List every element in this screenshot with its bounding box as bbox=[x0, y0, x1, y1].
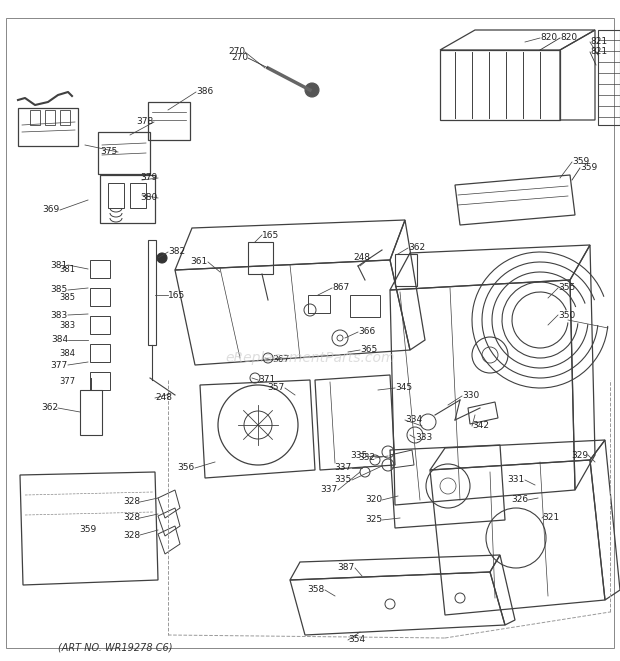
Text: 366: 366 bbox=[358, 327, 375, 336]
Bar bbox=[148, 240, 156, 345]
Text: 357: 357 bbox=[268, 383, 285, 393]
Text: 385: 385 bbox=[59, 293, 75, 301]
Text: 379: 379 bbox=[141, 173, 158, 182]
Text: 371: 371 bbox=[258, 375, 275, 385]
Text: 328: 328 bbox=[123, 531, 140, 539]
Text: eReplacementParts.com: eReplacementParts.com bbox=[225, 351, 395, 365]
Bar bbox=[90, 288, 110, 306]
Text: 330: 330 bbox=[462, 391, 479, 401]
Text: 328: 328 bbox=[123, 498, 140, 506]
Bar bbox=[90, 344, 110, 362]
Text: 369: 369 bbox=[43, 206, 60, 215]
Text: 377: 377 bbox=[59, 377, 75, 385]
Bar bbox=[30, 110, 40, 125]
Text: 387: 387 bbox=[338, 563, 355, 572]
Text: 378: 378 bbox=[137, 118, 154, 126]
Text: 329: 329 bbox=[571, 451, 588, 459]
Text: 335: 335 bbox=[335, 475, 352, 485]
Text: 381: 381 bbox=[51, 260, 68, 270]
Text: 354: 354 bbox=[348, 635, 365, 644]
Text: 332: 332 bbox=[358, 453, 375, 463]
Text: 337: 337 bbox=[335, 463, 352, 473]
Bar bbox=[90, 316, 110, 334]
Circle shape bbox=[157, 253, 167, 263]
Text: 362: 362 bbox=[408, 243, 425, 253]
Text: 165: 165 bbox=[168, 290, 185, 299]
Text: 331: 331 bbox=[508, 475, 525, 485]
Text: 383: 383 bbox=[51, 311, 68, 319]
Bar bbox=[90, 372, 110, 390]
Bar bbox=[130, 183, 146, 208]
Text: 358: 358 bbox=[308, 586, 325, 594]
Text: 350: 350 bbox=[558, 311, 575, 319]
Text: 334: 334 bbox=[405, 416, 422, 424]
Bar bbox=[148, 102, 190, 140]
Text: 820: 820 bbox=[560, 34, 577, 42]
Text: 270: 270 bbox=[231, 54, 248, 63]
Text: 380: 380 bbox=[141, 194, 158, 202]
Text: 328: 328 bbox=[123, 514, 140, 522]
Text: 345: 345 bbox=[395, 383, 412, 393]
Text: 326: 326 bbox=[511, 496, 528, 504]
Bar bbox=[80, 390, 102, 435]
Text: 375: 375 bbox=[100, 147, 118, 157]
Text: 248: 248 bbox=[155, 393, 172, 403]
Text: 383: 383 bbox=[59, 321, 75, 329]
Text: 385: 385 bbox=[51, 286, 68, 295]
Text: 367: 367 bbox=[272, 356, 290, 364]
Text: 361: 361 bbox=[191, 258, 208, 266]
Text: 820: 820 bbox=[540, 34, 557, 42]
Bar bbox=[90, 260, 110, 278]
Bar bbox=[248, 242, 273, 274]
Text: 321: 321 bbox=[542, 514, 559, 522]
Bar bbox=[98, 132, 150, 174]
Text: 333: 333 bbox=[415, 434, 432, 442]
Text: 325: 325 bbox=[365, 516, 382, 524]
Text: 335: 335 bbox=[351, 451, 368, 461]
Text: 359: 359 bbox=[572, 157, 589, 167]
Text: 386: 386 bbox=[196, 87, 213, 97]
Text: 365: 365 bbox=[360, 346, 377, 354]
Text: 356: 356 bbox=[178, 463, 195, 473]
Text: 165: 165 bbox=[262, 231, 279, 239]
Bar bbox=[60, 110, 70, 125]
Text: 359: 359 bbox=[79, 525, 97, 535]
Text: 377: 377 bbox=[51, 360, 68, 369]
Bar bbox=[350, 295, 380, 317]
Text: 355: 355 bbox=[558, 284, 575, 293]
Text: 248: 248 bbox=[353, 254, 370, 262]
Circle shape bbox=[305, 83, 319, 97]
Text: 359: 359 bbox=[580, 163, 597, 173]
Bar bbox=[395, 254, 417, 286]
Text: 384: 384 bbox=[51, 336, 68, 344]
Text: 821: 821 bbox=[590, 48, 607, 56]
Bar bbox=[18, 108, 78, 146]
Text: 362: 362 bbox=[41, 403, 58, 412]
Bar bbox=[308, 295, 330, 313]
Text: 337: 337 bbox=[321, 485, 338, 494]
Text: 384: 384 bbox=[59, 348, 75, 358]
Text: 320: 320 bbox=[365, 496, 382, 504]
Text: 821: 821 bbox=[590, 38, 607, 46]
Bar bbox=[100, 175, 155, 223]
Bar bbox=[45, 110, 55, 125]
Text: 867: 867 bbox=[332, 284, 349, 293]
Bar bbox=[108, 183, 124, 208]
Text: (ART NO. WR19278 C6): (ART NO. WR19278 C6) bbox=[58, 643, 172, 653]
Text: 382: 382 bbox=[168, 247, 185, 256]
Text: 381: 381 bbox=[59, 264, 75, 274]
Text: 270: 270 bbox=[228, 48, 245, 56]
Text: 342: 342 bbox=[472, 422, 489, 430]
